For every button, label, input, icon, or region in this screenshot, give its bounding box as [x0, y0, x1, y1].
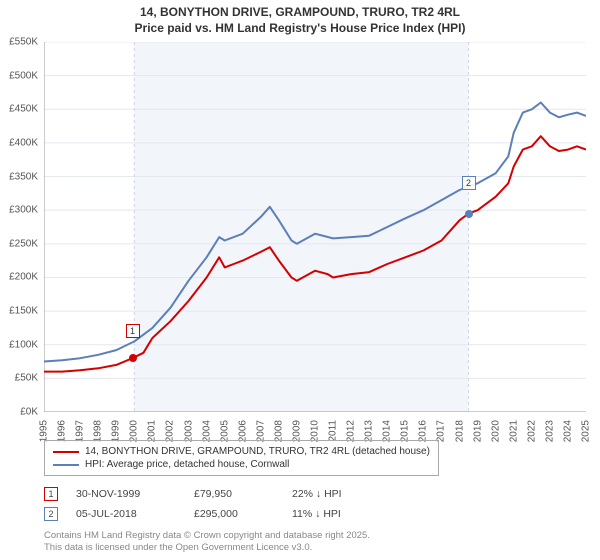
y-axis-label: £400K	[0, 137, 38, 148]
y-axis-label: £450K	[0, 104, 38, 115]
transaction-row: 1 30-NOV-1999 £79,950 22% ↓ HPI	[44, 484, 586, 504]
x-axis-label: 2021	[508, 420, 519, 442]
legend-item: HPI: Average price, detached house, Corn…	[53, 458, 430, 471]
x-axis-label: 1998	[93, 420, 104, 442]
sale-marker-box: 1	[126, 324, 140, 338]
x-axis-label: 2016	[418, 420, 429, 442]
transaction-price: £295,000	[194, 508, 274, 520]
transaction-price: £79,950	[194, 488, 274, 500]
chart-container: 14, BONYTHON DRIVE, GRAMPOUND, TRURO, TR…	[0, 0, 600, 560]
title-line-2: Price paid vs. HM Land Registry's House …	[0, 20, 600, 36]
transaction-date: 05-JUL-2018	[76, 508, 176, 520]
x-axis-label: 2015	[400, 420, 411, 442]
legend-box: 14, BONYTHON DRIVE, GRAMPOUND, TRURO, TR…	[44, 440, 439, 476]
transaction-date: 30-NOV-1999	[76, 488, 176, 500]
attribution-line-1: Contains HM Land Registry data © Crown c…	[44, 530, 586, 542]
sale-marker-box: 2	[462, 176, 476, 190]
transaction-index-box: 1	[44, 487, 58, 501]
y-axis-label: £100K	[0, 339, 38, 350]
y-axis-label: £50K	[0, 373, 38, 384]
legend-swatch	[53, 451, 79, 453]
legend-label: 14, BONYTHON DRIVE, GRAMPOUND, TRURO, TR…	[85, 446, 430, 457]
sale-marker-dot	[129, 354, 137, 362]
x-axis-label: 2007	[255, 420, 266, 442]
x-axis-label: 2017	[436, 420, 447, 442]
x-axis-label: 1999	[111, 420, 122, 442]
transaction-note: 11% ↓ HPI	[292, 508, 586, 520]
x-axis-label: 2006	[237, 420, 248, 442]
y-axis-label: £500K	[0, 70, 38, 81]
x-axis-label: 2004	[201, 420, 212, 442]
title-line-1: 14, BONYTHON DRIVE, GRAMPOUND, TRURO, TR…	[0, 4, 600, 20]
x-axis-label: 2003	[183, 420, 194, 442]
x-axis-label: 2002	[165, 420, 176, 442]
x-axis-label: 2018	[454, 420, 465, 442]
legend-label: HPI: Average price, detached house, Corn…	[85, 459, 289, 470]
x-axis-label: 2014	[382, 420, 393, 442]
y-axis-label: £250K	[0, 238, 38, 249]
y-axis-label: £550K	[0, 37, 38, 48]
chart-area: £0K£50K£100K£150K£200K£250K£300K£350K£40…	[44, 42, 586, 412]
x-axis-label: 2010	[310, 420, 321, 442]
attribution-line-2: This data is licensed under the Open Gov…	[44, 542, 586, 554]
y-axis-label: £300K	[0, 205, 38, 216]
x-axis-label: 2023	[544, 420, 555, 442]
x-axis-label: 2020	[490, 420, 501, 442]
y-axis-label: £200K	[0, 272, 38, 283]
x-axis-label: 2012	[346, 420, 357, 442]
transaction-row: 2 05-JUL-2018 £295,000 11% ↓ HPI	[44, 504, 586, 524]
x-axis-label: 2022	[526, 420, 537, 442]
y-axis-label: £350K	[0, 171, 38, 182]
x-axis-label: 2025	[581, 420, 592, 442]
x-axis-label: 2013	[364, 420, 375, 442]
transaction-note: 22% ↓ HPI	[292, 488, 586, 500]
sale-marker-dot	[465, 210, 473, 218]
y-axis-label: £150K	[0, 306, 38, 317]
x-axis-label: 2000	[129, 420, 140, 442]
attribution: Contains HM Land Registry data © Crown c…	[44, 530, 586, 555]
x-axis-label: 2009	[291, 420, 302, 442]
transaction-index-box: 2	[44, 507, 58, 521]
x-axis-label: 2024	[562, 420, 573, 442]
chart-title: 14, BONYTHON DRIVE, GRAMPOUND, TRURO, TR…	[0, 0, 600, 36]
x-axis-label: 1995	[39, 420, 50, 442]
transaction-rows: 1 30-NOV-1999 £79,950 22% ↓ HPI 2 05-JUL-2018…	[44, 484, 586, 524]
plot-svg	[44, 42, 586, 412]
legend-and-data: 14, BONYTHON DRIVE, GRAMPOUND, TRURO, TR…	[44, 440, 586, 555]
x-axis-label: 2008	[273, 420, 284, 442]
x-axis-label: 1997	[75, 420, 86, 442]
x-axis-label: 2011	[328, 420, 339, 442]
x-axis-label: 2019	[472, 420, 483, 442]
x-axis-label: 1996	[57, 420, 68, 442]
x-axis-label: 2005	[219, 420, 230, 442]
legend-item: 14, BONYTHON DRIVE, GRAMPOUND, TRURO, TR…	[53, 445, 430, 458]
x-axis-label: 2001	[147, 420, 158, 442]
y-axis-label: £0K	[0, 407, 38, 418]
legend-swatch	[53, 464, 79, 466]
